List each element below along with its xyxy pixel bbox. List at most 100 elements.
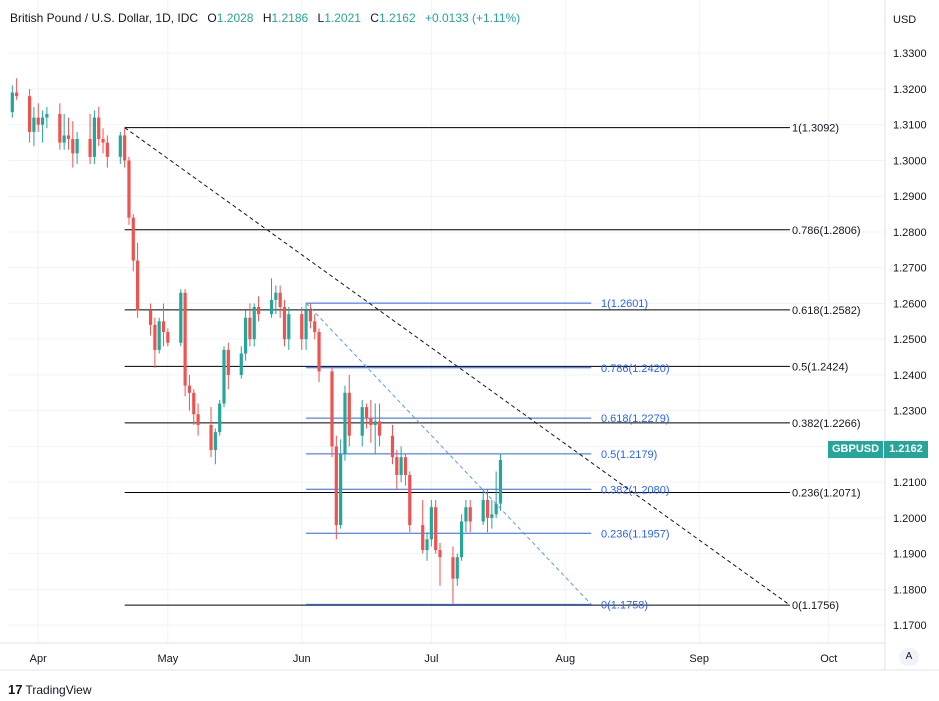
fib-retracement-large: 1(1.3092) 0.786(1.2806) 0.618(1.2582) 0.5(1… [124,123,861,612]
time-tick-label: Jul [424,653,438,665]
candle-body [434,507,438,551]
candle-body [101,139,105,143]
price-axis: 1.3300 1.3200 1.3100 1.3000 1.2900 1.2800 1.27… [884,0,927,670]
candle-body [438,550,442,558]
candles-group [10,78,503,604]
fib-small-level-label: 0.786(1.2420) [601,363,670,375]
candle-body [45,113,49,118]
time-tick-label: Aug [555,653,575,665]
candle-body [136,260,140,311]
low-label: L [317,11,325,25]
tradingview-logo[interactable]: 17 TradingView [8,682,92,697]
tradingview-logo-icon: 17 [8,682,23,697]
trend-lines [124,127,791,606]
candle-body [28,96,32,132]
candle-body [226,349,230,375]
candle-body [40,117,45,125]
candle-body [75,139,79,154]
price-tick-label: 1.1900 [893,549,927,561]
candle-body [15,92,19,97]
candle-body [66,135,71,140]
price-tick-label: 1.2900 [893,191,927,203]
price-tick-label: 1.2300 [893,406,927,418]
candle-body [192,392,196,415]
candle-body [123,135,127,161]
candle-body [213,432,217,450]
price-tick-label: 1.1800 [893,584,927,596]
fib-large-level-label: 0.618(1.2582) [792,305,861,317]
price-tick-label: 1.2000 [893,513,927,525]
symbol-header: British Pound / U.S. Dollar, 1D, IDC O1.… [10,11,520,25]
candle-body [148,310,153,325]
candle-body [481,500,485,522]
candle-body [287,314,291,340]
price-tick-label: 1.1700 [893,620,927,632]
fib-small-level-label: 0.236(1.1957) [601,528,670,540]
candle-body [399,457,403,476]
fib-small-level-label: 1(1.2601) [601,298,648,310]
candle-body [222,349,226,404]
candle-body [373,421,377,425]
fib-large-level-label: 1(1.3092) [792,123,839,135]
price-tick-label: 1.2500 [893,334,927,346]
price-tick-label: 1.2400 [893,370,927,382]
symbol-name[interactable]: British Pound / U.S. Dollar, 1D, IDC [10,11,199,25]
candle-body [179,292,183,343]
time-axis: Apr May Jun Jul Aug Sep Oct [0,642,939,671]
candle-body [360,407,364,436]
candle-body [317,332,321,372]
candle-body [32,117,36,132]
candle-body [274,292,278,300]
candle-body [153,324,157,350]
fib-small-level-label: 0.5(1.2179) [601,449,657,461]
candle-body [10,92,14,113]
candle-body [88,139,92,157]
open-value: 1.2028 [216,11,254,25]
candle-body [425,539,429,551]
candle-body [36,117,40,125]
time-tick-label: Sep [689,653,709,665]
candle-body [408,475,412,526]
candle-body [364,407,369,418]
candle-body [429,507,433,540]
currency-label[interactable]: USD [893,14,917,26]
candle-body [485,500,490,518]
candle-body [395,457,399,476]
candle-body [161,321,166,333]
price-tick-label: 1.2700 [893,263,927,275]
fib-large-level-label: 0.786(1.2806) [792,225,861,237]
candle-body [455,557,459,579]
candle-body [390,435,395,458]
fib-large-level-label: 0.236(1.2071) [792,488,861,500]
candle-body [330,371,334,447]
candle-body [451,557,455,579]
trend-line-small [305,302,592,605]
time-tick-label: May [157,653,178,665]
candle-body [183,292,187,386]
candle-body [278,292,282,308]
candle-body [218,403,222,433]
candle-body [58,113,62,143]
trend-line-large [124,127,791,606]
candle-body [157,321,161,350]
candle-body [313,321,317,333]
high-value: 1.2186 [271,11,309,25]
candle-body [304,310,308,340]
candle-body [209,424,213,450]
candle-body [118,135,122,157]
candle-body [248,317,252,340]
candle-body [187,385,192,393]
close-label: C [370,11,379,25]
candle-body [166,332,170,343]
fib-large-level-label: 0(1.1756) [792,600,839,612]
candle-body [62,135,66,143]
open-label: O [207,11,217,25]
candle-body [244,317,248,354]
auto-scale-button[interactable]: A [899,648,919,666]
candle-body [339,453,343,526]
price-tick-label: 1.3100 [893,120,927,132]
price-tag-symbol: GBPUSD [828,441,884,458]
price-tick-label: 1.2800 [893,227,927,239]
